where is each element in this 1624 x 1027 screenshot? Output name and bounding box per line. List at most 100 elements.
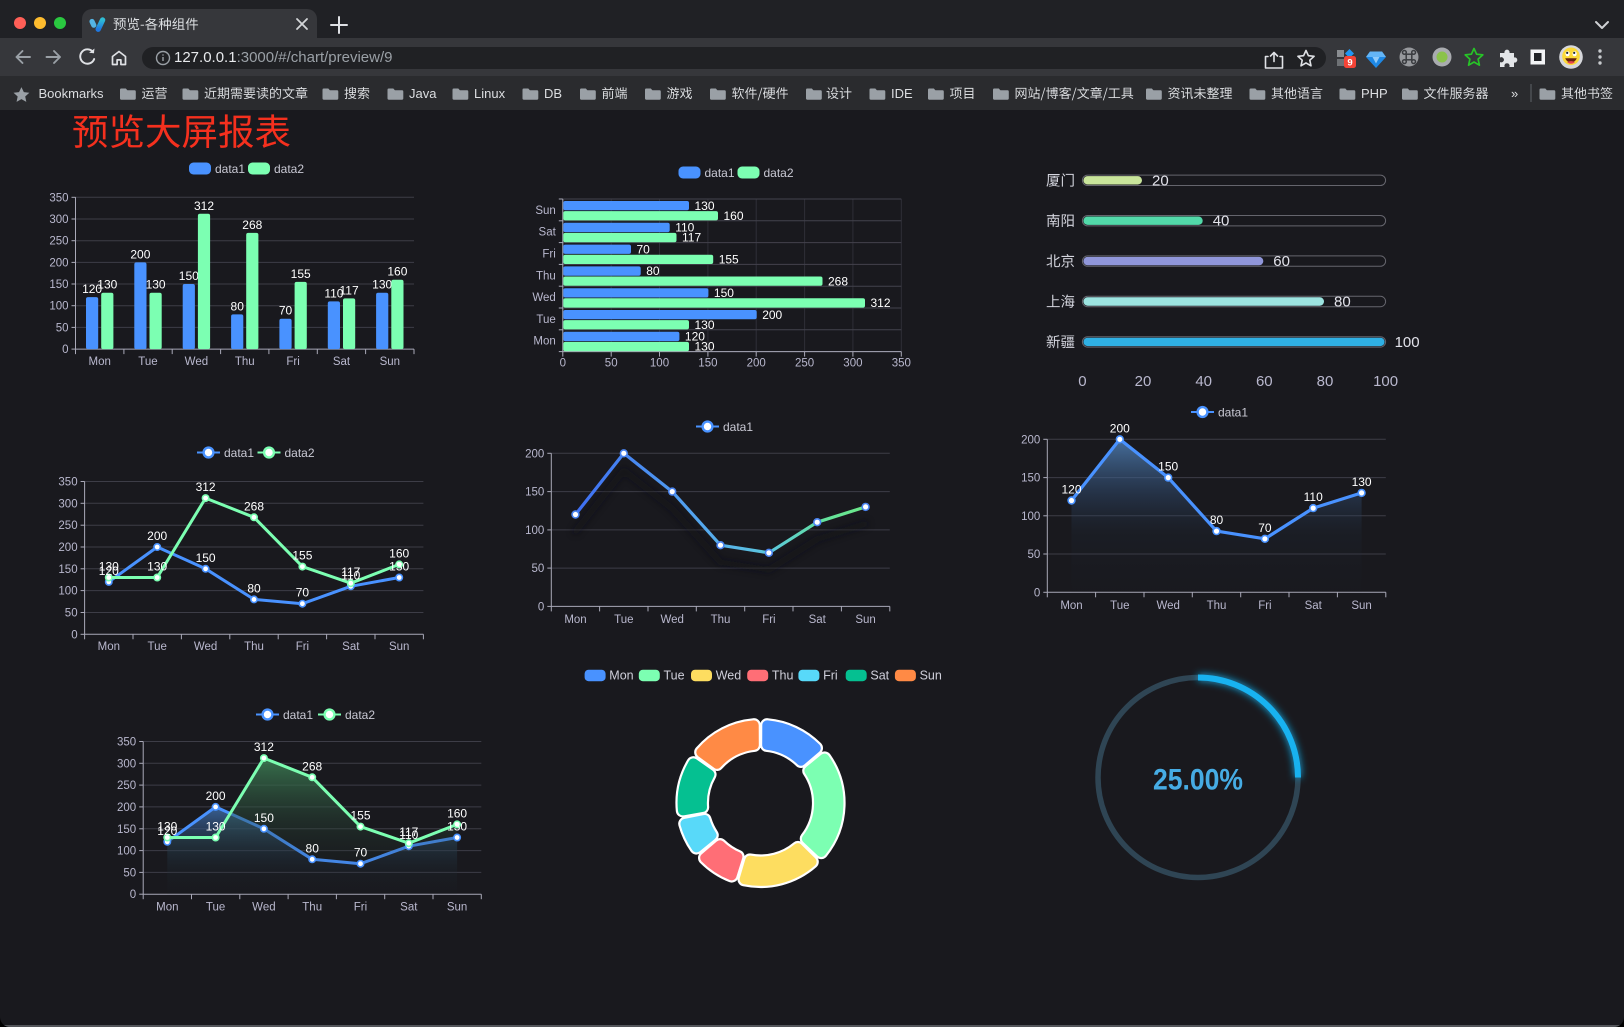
svg-text:60: 60: [1256, 373, 1273, 390]
svg-text:120: 120: [157, 824, 177, 838]
svg-text:100: 100: [1021, 511, 1040, 523]
svg-text:data1: data1: [283, 708, 313, 722]
svg-text:Tue: Tue: [664, 669, 685, 683]
svg-text:200: 200: [525, 448, 544, 460]
svg-text:Fri: Fri: [1258, 600, 1271, 612]
svg-text:117: 117: [682, 231, 701, 245]
svg-text:200: 200: [130, 247, 150, 261]
svg-text:110: 110: [399, 828, 418, 842]
svg-text:100: 100: [49, 301, 68, 313]
svg-text:0: 0: [1034, 587, 1040, 599]
svg-text:268: 268: [242, 218, 262, 232]
svg-text:Sat: Sat: [809, 614, 827, 626]
svg-text:268: 268: [302, 759, 322, 773]
svg-text:Sun: Sun: [380, 356, 400, 368]
svg-text:Thu: Thu: [244, 641, 264, 653]
svg-text:120: 120: [82, 282, 102, 296]
svg-text:100: 100: [650, 358, 669, 370]
svg-text:155: 155: [350, 809, 370, 823]
svg-text:120: 120: [99, 564, 119, 578]
svg-text:40: 40: [1213, 213, 1230, 230]
svg-text:Tue: Tue: [138, 356, 157, 368]
svg-text:130: 130: [146, 278, 166, 292]
svg-text:data1: data1: [215, 162, 245, 176]
svg-text:Tue: Tue: [148, 641, 167, 653]
svg-text:Tue: Tue: [536, 314, 555, 326]
svg-text:155: 155: [291, 267, 311, 281]
svg-text:9: 9: [1347, 58, 1352, 69]
svg-text:150: 150: [58, 564, 77, 576]
svg-text:data2: data2: [764, 166, 794, 180]
svg-text:155: 155: [292, 549, 312, 563]
svg-text:50: 50: [123, 867, 136, 879]
svg-text:Thu: Thu: [536, 270, 556, 282]
svg-text:data1: data1: [705, 166, 735, 180]
svg-text:200: 200: [747, 358, 766, 370]
svg-text:130: 130: [1352, 475, 1372, 489]
svg-text:100: 100: [117, 846, 136, 858]
svg-text:100: 100: [525, 525, 544, 537]
svg-text:50: 50: [56, 322, 69, 334]
svg-text:160: 160: [724, 209, 744, 223]
svg-text:Sat: Sat: [870, 669, 889, 683]
svg-text:268: 268: [244, 499, 264, 513]
svg-text:70: 70: [296, 586, 310, 600]
svg-text:200: 200: [1021, 434, 1040, 446]
svg-text:150: 150: [254, 811, 274, 825]
svg-text:300: 300: [843, 358, 862, 370]
svg-text:60: 60: [1273, 253, 1290, 270]
svg-text:Mon: Mon: [98, 641, 120, 653]
svg-text:PHP: PHP: [1361, 86, 1388, 101]
svg-text:130: 130: [97, 278, 117, 292]
svg-text:Thu: Thu: [1207, 600, 1227, 612]
svg-text:Sat: Sat: [342, 641, 360, 653]
svg-text:50: 50: [532, 563, 545, 575]
svg-text:110: 110: [341, 568, 360, 582]
svg-text:Sat: Sat: [1305, 600, 1323, 612]
svg-text:Sat: Sat: [539, 227, 557, 239]
svg-text:130: 130: [206, 820, 226, 834]
svg-text:70: 70: [279, 304, 293, 318]
svg-text:200: 200: [49, 257, 68, 269]
svg-text:Sat: Sat: [400, 902, 418, 914]
svg-text:250: 250: [117, 780, 136, 792]
svg-text:110: 110: [675, 221, 694, 235]
svg-text:Wed: Wed: [185, 356, 208, 368]
svg-text:data2: data2: [274, 162, 304, 176]
svg-text:Wed: Wed: [716, 669, 742, 683]
svg-text:312: 312: [871, 296, 891, 310]
svg-text:data1: data1: [224, 446, 254, 460]
svg-text:117: 117: [399, 825, 418, 839]
svg-text:IDE: IDE: [891, 86, 913, 101]
svg-text:Sun: Sun: [855, 614, 875, 626]
svg-text:0: 0: [538, 601, 544, 613]
svg-text:80: 80: [646, 264, 660, 278]
svg-text:40: 40: [1195, 373, 1212, 390]
svg-text:Wed: Wed: [194, 641, 217, 653]
svg-text:250: 250: [795, 358, 814, 370]
svg-text:Thu: Thu: [772, 669, 794, 683]
svg-text:DB: DB: [544, 86, 562, 101]
svg-text:100: 100: [1395, 334, 1420, 351]
svg-text:20: 20: [1135, 373, 1152, 390]
svg-text:150: 150: [714, 286, 734, 300]
svg-text:0: 0: [1078, 373, 1086, 390]
svg-text:80: 80: [1210, 513, 1224, 527]
svg-text:Linux: Linux: [474, 86, 506, 101]
svg-text:100: 100: [58, 586, 77, 598]
svg-text:300: 300: [58, 498, 77, 510]
svg-text:350: 350: [49, 192, 68, 204]
svg-text:0: 0: [71, 629, 77, 641]
svg-text:data2: data2: [285, 446, 315, 460]
svg-text:150: 150: [117, 824, 136, 836]
svg-text:150: 150: [1021, 473, 1040, 485]
svg-text:130: 130: [389, 560, 409, 574]
svg-text:70: 70: [354, 846, 368, 860]
svg-text:130: 130: [695, 340, 715, 354]
svg-text:Mon: Mon: [609, 669, 633, 683]
svg-text:312: 312: [196, 480, 216, 494]
svg-text:Sun: Sun: [447, 902, 467, 914]
svg-text:250: 250: [58, 520, 77, 532]
svg-text:100: 100: [1373, 373, 1398, 390]
svg-text:Sun: Sun: [389, 641, 409, 653]
